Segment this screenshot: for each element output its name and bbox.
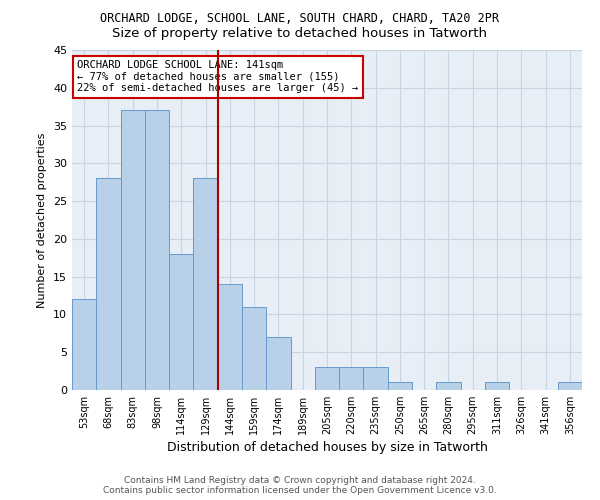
Bar [193,178,218,390]
Bar [558,382,582,390]
Bar [436,382,461,390]
Bar [218,284,242,390]
Text: Contains HM Land Registry data © Crown copyright and database right 2024.
Contai: Contains HM Land Registry data © Crown c… [103,476,497,495]
Bar [266,337,290,390]
Bar [169,254,193,390]
Bar [315,368,339,390]
Text: ORCHARD LODGE, SCHOOL LANE, SOUTH CHARD, CHARD, TA20 2PR: ORCHARD LODGE, SCHOOL LANE, SOUTH CHARD,… [101,12,499,26]
Bar [72,300,96,390]
Bar [364,368,388,390]
Bar [121,110,145,390]
Text: ORCHARD LODGE SCHOOL LANE: 141sqm
← 77% of detached houses are smaller (155)
22%: ORCHARD LODGE SCHOOL LANE: 141sqm ← 77% … [77,60,358,94]
Bar [339,368,364,390]
Text: Size of property relative to detached houses in Tatworth: Size of property relative to detached ho… [113,28,487,40]
Bar [145,110,169,390]
Bar [242,307,266,390]
X-axis label: Distribution of detached houses by size in Tatworth: Distribution of detached houses by size … [167,441,487,454]
Bar [485,382,509,390]
Y-axis label: Number of detached properties: Number of detached properties [37,132,47,308]
Bar [96,178,121,390]
Bar [388,382,412,390]
